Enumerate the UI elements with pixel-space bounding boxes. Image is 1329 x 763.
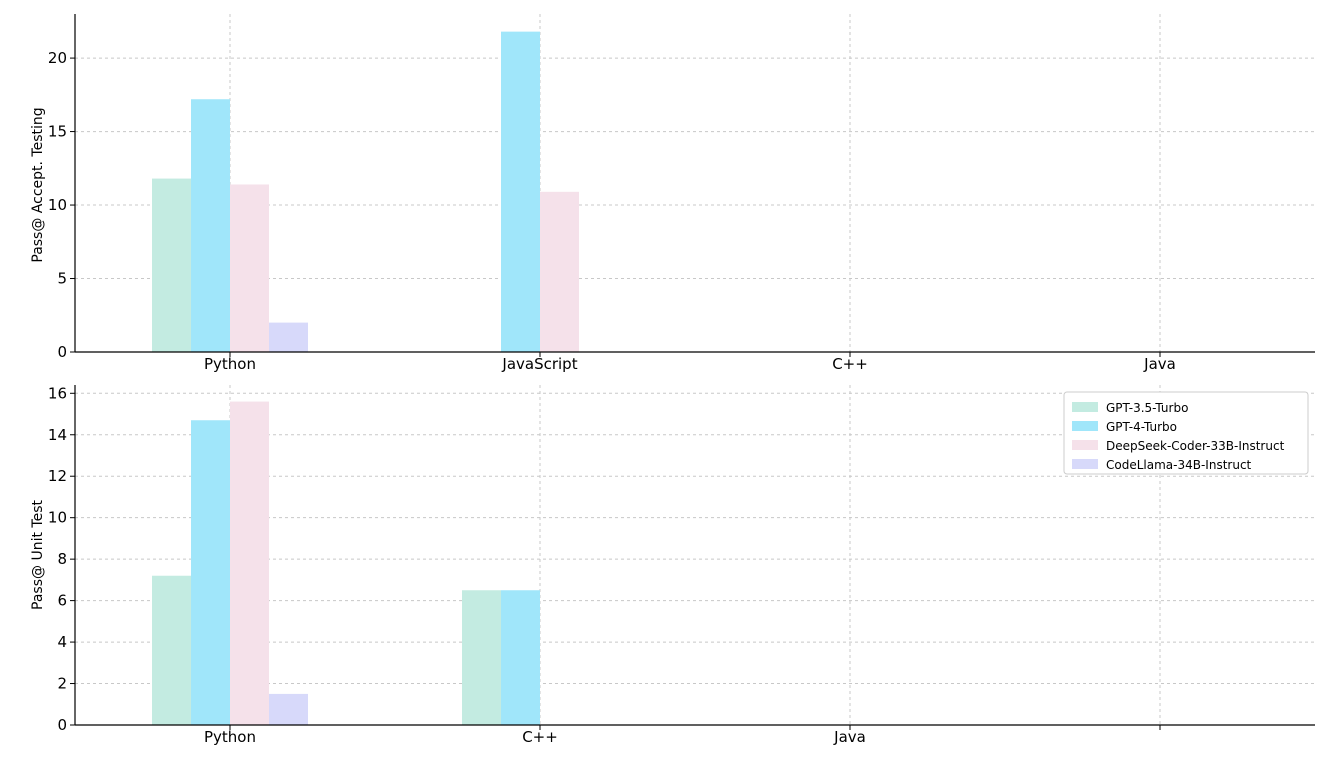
- y-tick-label: 8: [57, 550, 67, 568]
- bar: [191, 420, 230, 725]
- x-tick-label: Java: [1143, 355, 1176, 373]
- x-tick-label: C++: [832, 355, 868, 373]
- y-tick-label: 15: [48, 123, 67, 141]
- y-axis-label: Pass@ Accept. Testing: [30, 107, 46, 262]
- x-tick-label: Java: [833, 728, 866, 746]
- legend-swatch: [1072, 402, 1098, 412]
- bar: [501, 590, 540, 725]
- bar: [191, 99, 230, 353]
- y-tick-label: 10: [48, 509, 67, 527]
- y-tick-label: 10: [48, 196, 67, 214]
- y-tick-label: 20: [48, 49, 67, 67]
- bar: [152, 575, 191, 725]
- x-tick-label: Python: [204, 355, 256, 373]
- bar: [269, 322, 308, 352]
- legend-swatch: [1072, 459, 1098, 469]
- y-tick-label: 12: [48, 467, 67, 485]
- bar: [540, 191, 579, 352]
- bar: [462, 590, 501, 725]
- y-tick-label: 0: [57, 343, 67, 361]
- y-tick-label: 0: [57, 716, 67, 734]
- legend-swatch: [1072, 440, 1098, 450]
- x-tick-label: JavaScript: [501, 355, 577, 373]
- legend-label: CodeLlama-34B-Instruct: [1106, 458, 1252, 472]
- bar: [269, 693, 308, 725]
- x-tick-label: Python: [204, 728, 256, 746]
- y-axis-label: Pass@ Unit Test: [30, 500, 46, 610]
- bar: [501, 31, 540, 352]
- legend-label: GPT-3.5-Turbo: [1106, 401, 1188, 415]
- legend-swatch: [1072, 421, 1098, 431]
- legend-box: [1063, 391, 1309, 475]
- y-tick-label: 2: [57, 675, 67, 693]
- y-tick-label: 6: [57, 592, 67, 610]
- legend-label: GPT-4-Turbo: [1106, 420, 1177, 434]
- bar: [152, 178, 191, 352]
- x-tick-label: C++: [522, 728, 558, 746]
- y-tick-label: 4: [57, 633, 67, 651]
- y-tick-label: 16: [48, 384, 67, 402]
- legend-label: DeepSeek-Coder-33B-Instruct: [1106, 439, 1285, 453]
- bar: [230, 401, 269, 725]
- bar: [230, 184, 269, 352]
- y-tick-label: 14: [48, 426, 67, 444]
- y-tick-label: 5: [57, 270, 67, 288]
